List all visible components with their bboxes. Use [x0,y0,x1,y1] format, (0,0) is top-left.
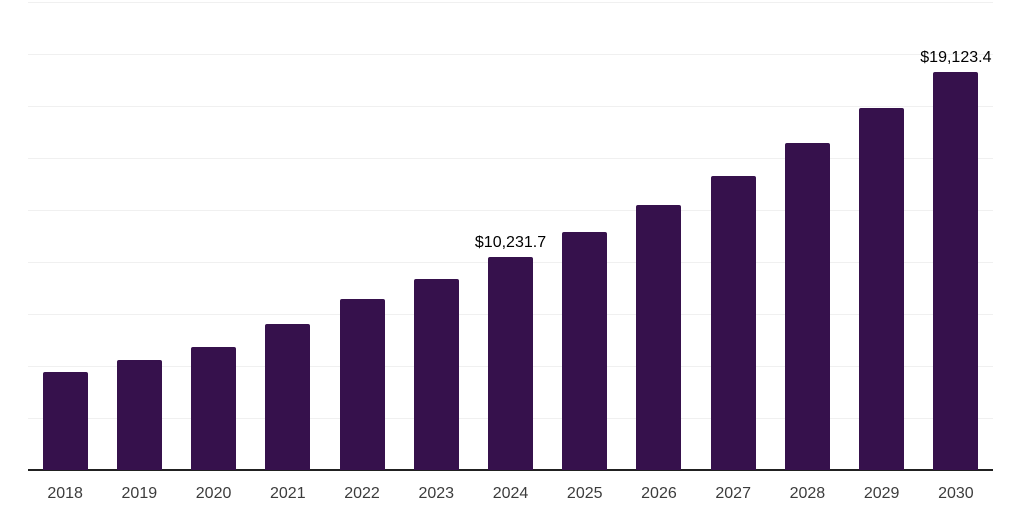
x-tick-2022: 2022 [344,485,380,502]
x-tick-2023: 2023 [418,485,455,502]
x-tick-2019: 2019 [121,485,158,502]
bar-2030 [933,72,979,470]
x-tick-2028: 2028 [789,485,826,502]
bar-2018 [42,372,88,470]
gridline [28,157,993,159]
data-label-2024: $10,231.7 [474,234,547,252]
x-axis-line [28,469,993,471]
bar-2029 [859,108,905,470]
x-tick-2025: 2025 [566,485,603,502]
bar-2020 [191,346,237,470]
x-tick-2026: 2026 [641,485,677,502]
bar-2021 [265,324,311,470]
x-tick-2021: 2021 [270,485,306,502]
x-tick-2027: 2027 [715,485,751,502]
x-tick-2030: 2030 [938,485,974,502]
bar-2028 [784,143,830,470]
gridline [28,1,993,3]
bar-2023 [413,278,459,470]
x-tick-2024: 2024 [492,485,529,502]
bar-2024 [488,257,533,470]
x-tick-2018: 2018 [47,485,83,502]
x-tick-2020: 2020 [195,485,232,502]
gridline [28,209,993,211]
bar-2022 [339,298,385,470]
bar-2027 [710,175,756,470]
bar-2019 [116,359,162,470]
data-label-2030: $19,123.4 [920,49,992,67]
bar-2026 [636,205,682,470]
bar-2025 [562,231,608,470]
plot-area: 2018 2019 2020 2021 2022 2023 2024 2025 2026 2027… [28,0,993,512]
gridline [28,53,993,55]
x-tick-2029: 2029 [863,485,900,502]
gridline [28,105,993,107]
